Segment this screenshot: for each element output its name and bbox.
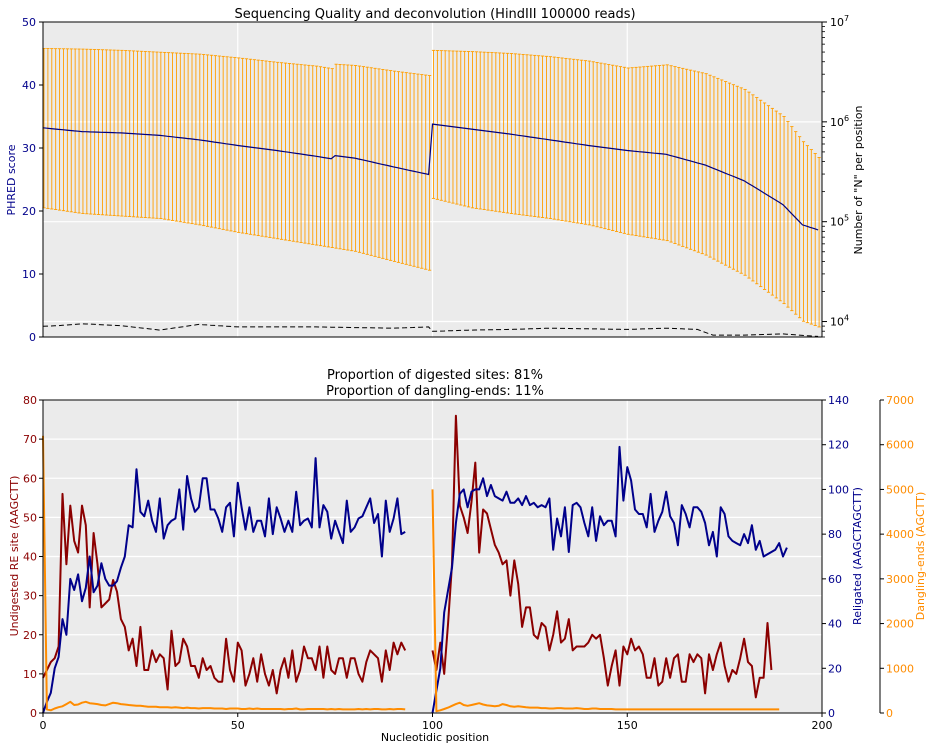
undigested-tick-label: 20 [23, 629, 37, 642]
religated-axis-label: Religated (AAGCTAGCTT) [851, 487, 864, 625]
undigested-tick-label: 80 [23, 394, 37, 407]
digested-proportion-title: Proportion of digested sites: 81% [327, 368, 543, 383]
phred-tick-label: 10 [22, 268, 36, 281]
religated-axis-ticks: 0 20 40 60 80 100 120 140 [822, 394, 849, 720]
undigested-tick-label: 50 [23, 511, 37, 524]
religated-tick-label: 20 [828, 662, 842, 675]
dangling-proportion-title: Proportion of dangling-ends: 11% [326, 384, 544, 399]
religated-line [431, 445, 788, 714]
n-count-tick-label: 107 [830, 14, 849, 29]
digestion-lines [42, 414, 788, 714]
position-tick-label: 0 [40, 719, 47, 732]
position-tick-label: 100 [422, 719, 443, 732]
dangling-tick-label: 6000 [886, 439, 914, 452]
position-axis-ticks: 0 50 100 150 200 [40, 713, 833, 732]
phred-tick-label: 0 [29, 331, 36, 344]
undigested-axis-ticks: 0 10 20 30 40 50 60 70 80 [23, 394, 43, 720]
position-tick-label: 150 [617, 719, 638, 732]
religated-tick-label: 140 [828, 394, 849, 407]
phred-tick-label: 40 [22, 79, 36, 92]
dangling-line [42, 435, 406, 712]
n-count-tick-label: 104 [830, 314, 849, 329]
religated-tick-label: 0 [828, 707, 835, 720]
quality-chart-title: Sequencing Quality and deconvolution (Hi… [234, 7, 635, 22]
quality-plot-frame [42, 21, 823, 338]
phred-tick-label: 20 [22, 205, 36, 218]
phred-axis-ticks: 0 10 20 30 40 50 [22, 16, 43, 344]
phred-axis-label: PHRED score [5, 144, 18, 215]
quality-panel: 0 10 20 30 40 50 104 105 106 107 Sequencing Qual… [5, 7, 865, 344]
dangling-tick-label: 2000 [886, 618, 914, 631]
dangling-axis-ticks: 0 1000 2000 3000 4000 5000 6000 7000 [879, 394, 914, 720]
n-count-tick-label: 105 [830, 214, 849, 229]
undigested-line [42, 492, 407, 695]
n-count-axis-label: Number of "N" per position [852, 105, 865, 254]
religated-tick-label: 40 [828, 618, 842, 631]
undigested-tick-label: 40 [23, 551, 37, 564]
position-tick-label: 50 [231, 719, 245, 732]
undigested-axis-label: Undigested RE site (AAGCTT) [8, 476, 21, 637]
median-quality-line [42, 123, 819, 231]
dangling-line [431, 489, 780, 713]
position-tick-label: 200 [812, 719, 833, 732]
undigested-tick-label: 10 [23, 668, 37, 681]
digestion-panel: 0 50 100 150 200 0 10 20 30 40 50 60 70 80 0 20 40 60 80… [8, 368, 927, 744]
dangling-tick-label: 7000 [886, 394, 914, 407]
phred-tick-label: 30 [22, 142, 36, 155]
dangling-tick-label: 3000 [886, 573, 914, 586]
dangling-tick-label: 4000 [886, 528, 914, 541]
religated-line [42, 457, 406, 714]
dangling-axis-label: Dangling-ends (AGCTT) [914, 492, 927, 621]
position-axis-label: Nucleotidic position [381, 731, 489, 744]
quality-lines [42, 123, 819, 337]
religated-tick-label: 60 [828, 573, 842, 586]
n-count-tick-label: 106 [830, 114, 849, 129]
undigested-tick-label: 60 [23, 472, 37, 485]
undigested-tick-label: 30 [23, 590, 37, 603]
undigested-line [431, 414, 773, 699]
phred-tick-label: 50 [22, 16, 36, 29]
n-per-position-line [42, 323, 819, 337]
n-count-axis-ticks: 104 105 106 107 [822, 14, 849, 338]
dangling-tick-label: 0 [886, 707, 893, 720]
undigested-tick-label: 70 [23, 433, 37, 446]
religated-tick-label: 80 [828, 528, 842, 541]
dangling-tick-label: 5000 [886, 483, 914, 496]
undigested-tick-label: 0 [30, 707, 37, 720]
religated-tick-label: 120 [828, 439, 849, 452]
dangling-tick-label: 1000 [886, 662, 914, 675]
religated-tick-label: 100 [828, 483, 849, 496]
